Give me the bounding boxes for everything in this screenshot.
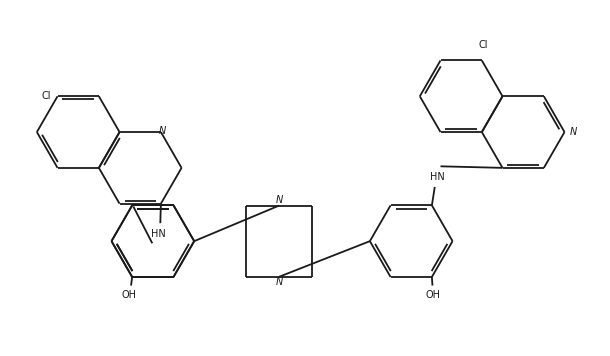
Text: HN: HN xyxy=(151,229,165,239)
Text: N: N xyxy=(159,126,166,136)
Text: HN: HN xyxy=(430,172,445,182)
Text: OH: OH xyxy=(122,289,137,300)
Text: N: N xyxy=(570,127,577,137)
Text: Cl: Cl xyxy=(41,91,51,101)
Text: OH: OH xyxy=(426,289,440,300)
Text: Cl: Cl xyxy=(478,40,488,50)
Text: N: N xyxy=(276,195,283,205)
Text: N: N xyxy=(276,277,283,287)
